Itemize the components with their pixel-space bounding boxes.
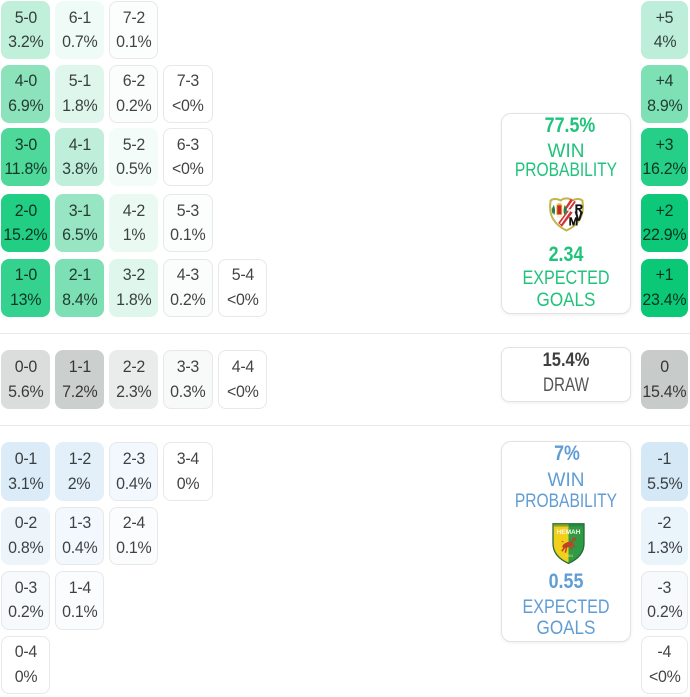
svg-text:НЕМАН: НЕМАН	[556, 529, 580, 536]
svg-text:1964: 1964	[564, 553, 574, 558]
